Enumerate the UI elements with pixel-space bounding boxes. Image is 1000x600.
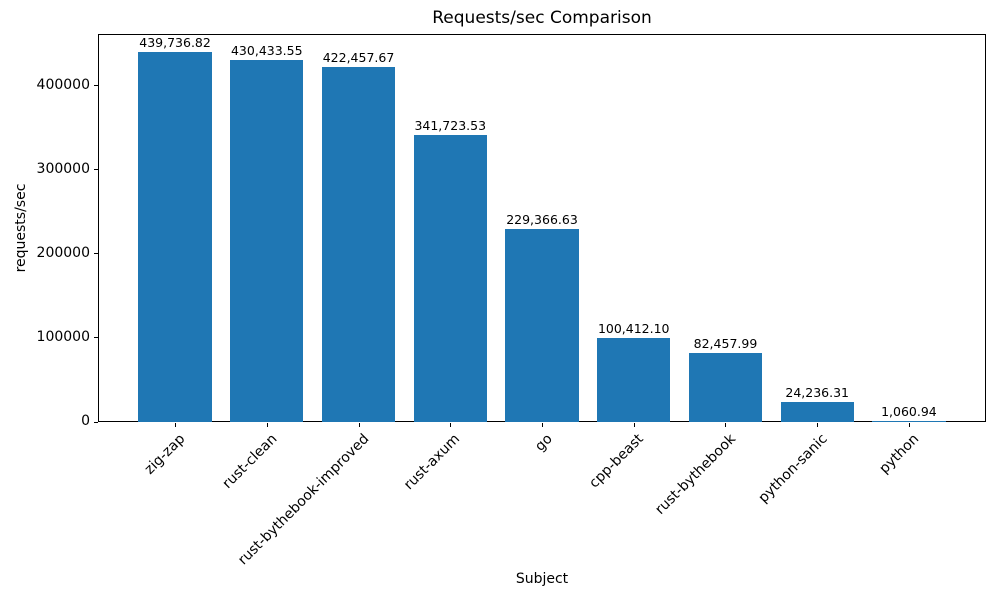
x-tick-label: python-sanic — [755, 431, 831, 507]
bar — [597, 338, 671, 422]
x-tick-label: rust-clean — [219, 431, 281, 492]
x-tick — [266, 423, 268, 427]
x-tick — [542, 423, 543, 427]
x-tick — [725, 423, 727, 427]
chart-title: Requests/sec Comparison — [432, 8, 652, 28]
y-tick-label: 400000 — [36, 76, 90, 93]
bar-value-label: 24,236.31 — [785, 385, 850, 400]
bar — [230, 60, 304, 422]
y-tick — [94, 169, 98, 171]
bar-value-label: 100,412.10 — [597, 321, 670, 336]
bar — [872, 421, 946, 422]
bar — [413, 135, 487, 422]
bar-value-label: 439,736.82 — [139, 35, 211, 50]
x-tick — [358, 423, 360, 427]
bar — [780, 402, 854, 422]
bar — [505, 229, 579, 422]
x-tick-label: cpp-beast — [586, 431, 648, 492]
y-tick — [94, 421, 98, 423]
bar-value-label: 229,366.63 — [506, 212, 578, 227]
y-tick — [94, 337, 98, 339]
x-tick-label: rust-bythebook — [652, 431, 739, 518]
y-tick-label: 0 — [81, 413, 90, 429]
x-tick — [908, 423, 910, 427]
bar — [138, 52, 212, 422]
x-tick — [817, 423, 819, 427]
bar — [688, 353, 763, 422]
bar-value-label: 430,433.55 — [230, 43, 303, 58]
bar-value-label: 341,723.53 — [414, 118, 487, 133]
y-tick-label: 100000 — [36, 328, 90, 345]
y-tick — [94, 85, 98, 87]
bar-value-label: 82,457.99 — [693, 336, 758, 351]
y-tick-label: 200000 — [36, 244, 90, 261]
bar-value-label: 422,457.67 — [322, 50, 395, 65]
x-tick-label: rust-axum — [401, 431, 464, 494]
x-tick — [633, 423, 635, 427]
x-tick-label: go — [531, 431, 556, 455]
y-axis-label: requests/sec — [13, 183, 29, 273]
bar-value-label: 1,060.94 — [881, 404, 937, 419]
bar — [321, 67, 396, 422]
y-tick-label: 300000 — [36, 160, 90, 177]
x-tick — [450, 423, 452, 427]
y-tick — [94, 253, 98, 255]
x-tick-label: zig-zap — [141, 431, 189, 478]
x-axis-label: Subject — [515, 571, 569, 587]
x-tick-label: python — [876, 431, 923, 477]
x-tick — [175, 423, 177, 427]
